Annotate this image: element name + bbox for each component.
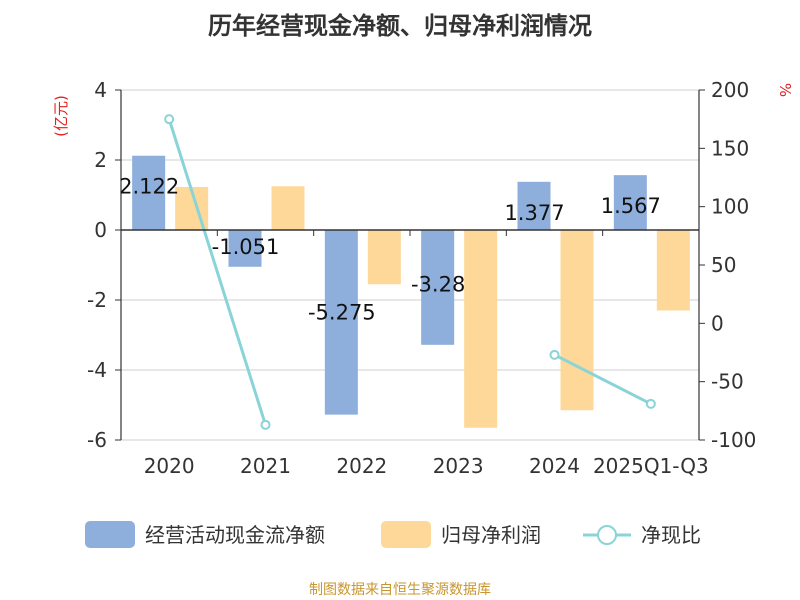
right-tick-label: 200	[711, 78, 749, 102]
left-axis-unit: (亿元)	[52, 95, 70, 137]
ratio-point	[260, 419, 271, 430]
cashflow-bar	[613, 175, 647, 230]
cashflow-bar	[228, 230, 262, 267]
chart-title: 历年经营现金净额、归母净利润情况	[208, 12, 592, 40]
right-tick-label: -50	[711, 370, 744, 394]
bar-value-label: 1.377	[504, 201, 564, 225]
net-profit-bar	[367, 230, 401, 285]
legend-label: 归母净利润	[441, 523, 541, 547]
legend-swatch	[381, 521, 431, 548]
bar-value-label: -5.275	[308, 300, 376, 324]
left-tick-label: -2	[87, 288, 107, 312]
bar-value-label: 1.567	[601, 194, 661, 218]
legend-marker	[597, 525, 617, 545]
legend-swatch	[85, 521, 135, 548]
right-tick-label: 0	[711, 311, 724, 335]
data-labels: 2.122 -1.051 -5.275 -3.28 1.377 1.567	[119, 175, 661, 325]
x-tick-label: 2023	[433, 454, 484, 478]
left-tick-label: -6	[87, 428, 107, 452]
bars	[132, 155, 690, 428]
left-tick-label: 0	[94, 218, 107, 242]
right-tick-label: 100	[711, 195, 749, 219]
right-tick-label: 150	[711, 136, 749, 160]
left-tick-label: 4	[94, 78, 107, 102]
source-note: 制图数据来自恒生聚源数据库	[309, 582, 491, 598]
ratio-point	[645, 398, 656, 409]
legend[interactable]: 经营活动现金流净额 归母净利润 净现比	[85, 521, 701, 548]
ratio-point	[549, 349, 560, 360]
left-tick-label: -4	[87, 358, 107, 382]
right-tick-label: -100	[711, 428, 756, 452]
x-tick-label: 2021	[240, 454, 291, 478]
net-profit-bar	[271, 186, 305, 230]
cashflow-bar	[132, 155, 166, 230]
gridlines	[121, 89, 699, 441]
x-tick-label: 2024	[529, 454, 580, 478]
left-tick-label: 2	[94, 148, 107, 172]
axes: 4 2 0 -2 -4 -6 200 150 100 50 0 -50 -100 2020 2021 2022…	[87, 78, 756, 478]
right-axis-unit: %	[776, 83, 794, 97]
net-profit-bar	[464, 230, 498, 428]
bar-value-label: -3.28	[411, 272, 465, 296]
bar-value-label: -1.051	[212, 235, 280, 259]
ratio-line	[164, 114, 656, 430]
ratio-point	[164, 114, 175, 125]
bar-value-label: 2.122	[119, 175, 179, 199]
net-profit-bar	[560, 230, 594, 411]
cashflow-bar	[421, 230, 455, 345]
cashflow-bar	[517, 181, 551, 230]
ratio-line-segment	[553, 353, 652, 406]
x-tick-label: 2025Q1-Q3	[593, 454, 709, 478]
x-tick-label: 2020	[144, 454, 195, 478]
legend-label: 净现比	[641, 523, 701, 547]
x-tick-label: 2022	[336, 454, 387, 478]
ratio-line-segment	[167, 118, 267, 426]
cashflow-bar	[324, 230, 358, 415]
right-tick-label: 50	[711, 253, 736, 277]
legend-label: 经营活动现金流净额	[145, 523, 325, 547]
net-profit-bar	[656, 230, 690, 311]
